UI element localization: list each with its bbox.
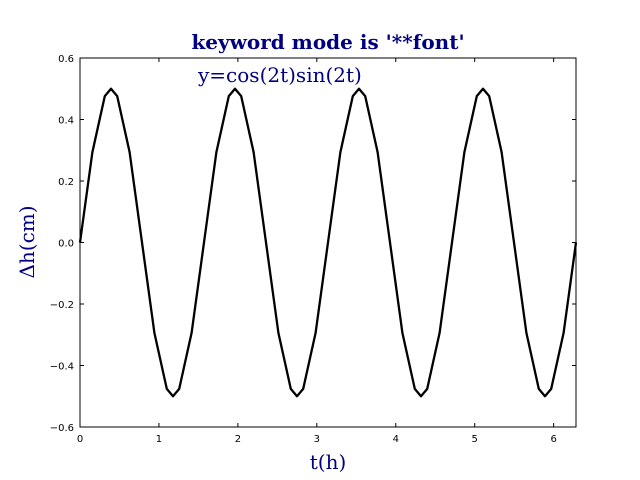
x-tick-label: 1 [156, 434, 162, 445]
curve-annotation: y=cos(2t)sin(2t) [197, 63, 362, 87]
chart-title: keyword mode is '**font' [191, 30, 464, 54]
y-tick-label: 0.4 [58, 116, 74, 127]
y-tick-label: −0.4 [50, 362, 74, 373]
y-axis-label: Δh(cm) [15, 205, 39, 278]
axis-ticks: 0 1 2 3 4 5 6 −0.6 −0.4 −0.2 0.0 0.2 0.4 0.6 [50, 54, 576, 445]
series-line-y [78, 87, 578, 398]
x-tick-label: 5 [472, 434, 478, 445]
y-tick-label: −0.2 [50, 300, 74, 311]
y-tick-label: 0.2 [58, 177, 74, 188]
x-tick-label: 2 [235, 434, 241, 445]
x-tick-label: 6 [550, 434, 556, 445]
y-tick-label: 0.6 [58, 54, 74, 65]
y-tick-label: 0.0 [58, 239, 74, 250]
x-tick-label: 0 [77, 434, 83, 445]
x-tick-label: 3 [314, 434, 320, 445]
x-axis-label: t(h) [310, 450, 347, 474]
x-tick-label: 4 [393, 434, 399, 445]
y-tick-label: −0.6 [50, 423, 74, 434]
